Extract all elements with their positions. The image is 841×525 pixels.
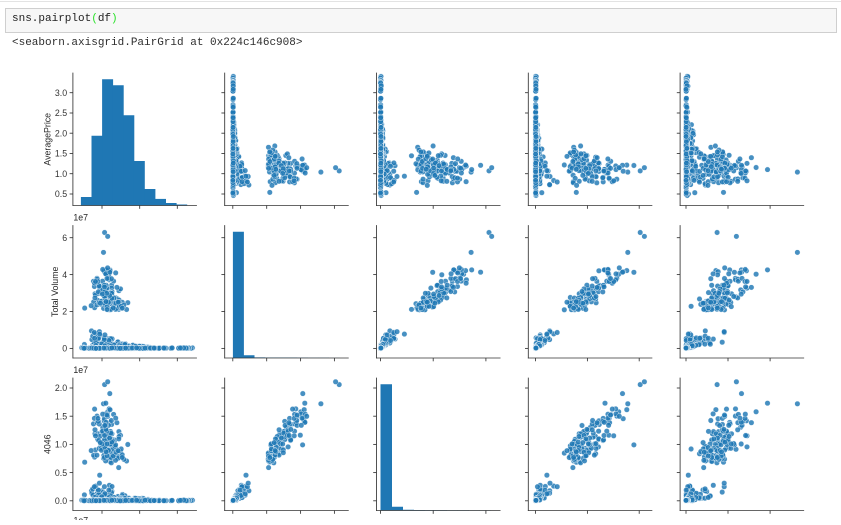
svg-text:1.0: 1.0: [55, 440, 67, 450]
svg-text:4046: 4046: [43, 434, 53, 454]
svg-text:1e7: 1e7: [73, 365, 88, 375]
svg-text:0.5: 0.5: [55, 468, 67, 478]
svg-text:2.5: 2.5: [55, 108, 67, 118]
svg-text:2.0: 2.0: [55, 128, 67, 138]
svg-text:3.0: 3.0: [55, 88, 67, 98]
svg-text:1.5: 1.5: [55, 411, 67, 421]
svg-text:Total Volume: Total Volume: [50, 266, 60, 316]
svg-text:0.5: 0.5: [55, 189, 67, 199]
svg-text:1e7: 1e7: [73, 213, 88, 223]
svg-text:6: 6: [62, 233, 67, 243]
svg-text:2.0: 2.0: [55, 383, 67, 393]
svg-text:2: 2: [62, 307, 67, 317]
svg-text:1.5: 1.5: [55, 149, 67, 159]
svg-text:1.0: 1.0: [55, 169, 67, 179]
svg-text:AveragePrice: AveragePrice: [43, 113, 53, 166]
svg-text:4: 4: [62, 270, 67, 280]
svg-text:1e7: 1e7: [74, 515, 89, 520]
svg-text:0.0: 0.0: [55, 496, 67, 506]
svg-text:0: 0: [62, 344, 67, 354]
